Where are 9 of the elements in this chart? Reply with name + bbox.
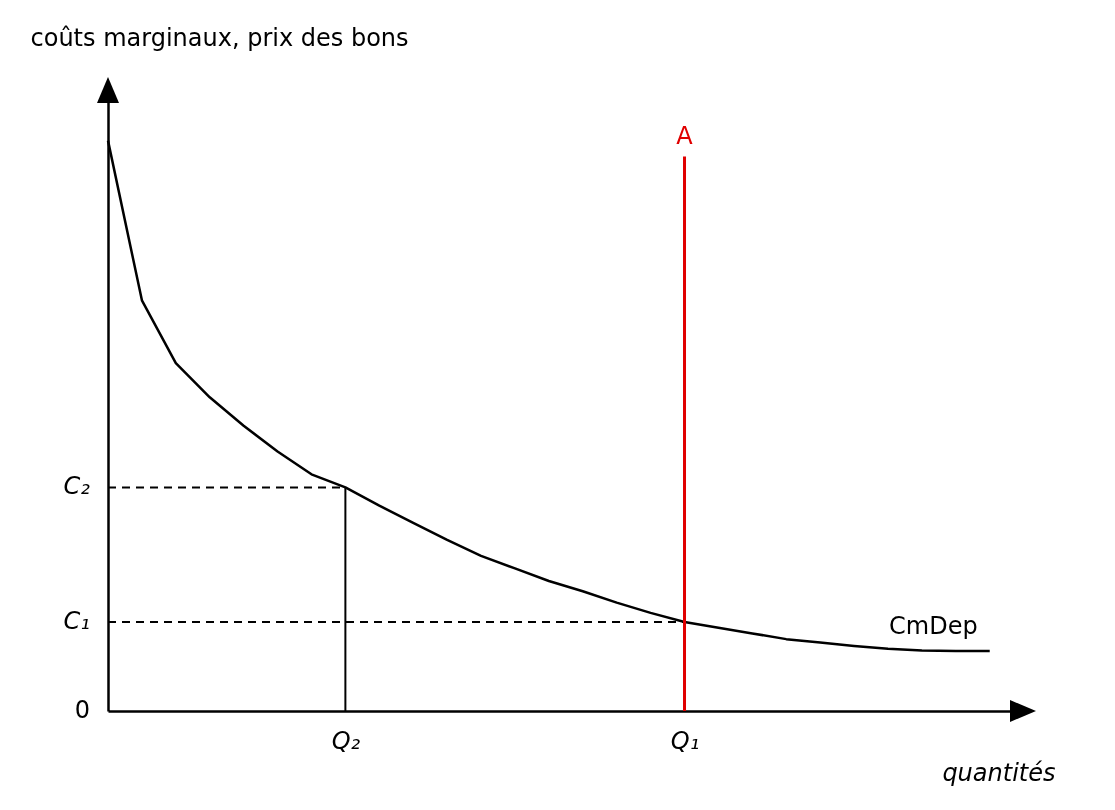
x-tick-label: Q₂ [331,726,361,755]
y-axis-title: coûts marginaux, prix des bons [30,23,409,52]
ref-line-label: A [676,121,694,150]
series-label: CmDep [889,612,978,641]
x-tick-label: Q₁ [670,726,700,755]
x-axis-title: quantités [942,758,1056,787]
ref-line-label: C₂ [63,472,91,501]
text: 0 [74,696,90,724]
ref-line-label: C₁ [63,607,90,636]
